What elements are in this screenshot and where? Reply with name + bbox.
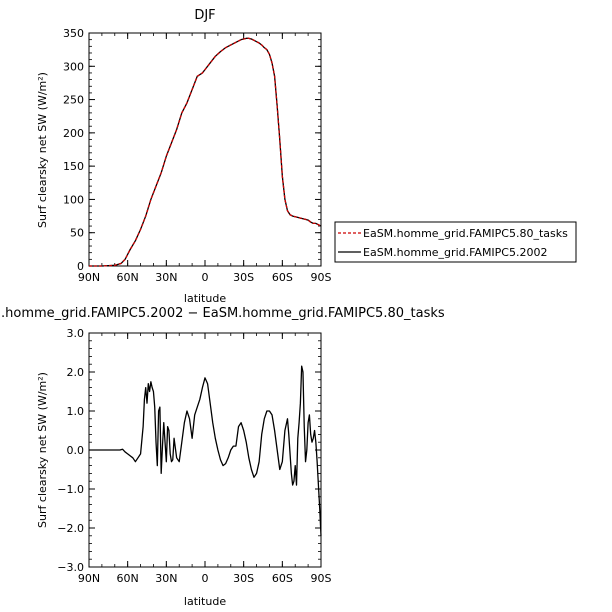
top-y-tick-label: 300: [63, 60, 84, 73]
bottom-y-axis-label: Surf clearsky net SW (W/m²): [36, 372, 49, 528]
top-axis-ticks: 90N 60N 30N 0 30S 60S 90S 0 50 100 150 200 250 300 350: [63, 27, 332, 284]
bottom-chart-title: EaSM.homme_grid.FAMIPC5.2002 − EaSM.homm…: [0, 306, 445, 321]
bottom-x-tick-label: 60S: [272, 572, 293, 585]
top-panel: DJF 90N 60N 30N 0 30S 60S 90S 0 50 100 150 200 250 30…: [36, 8, 577, 305]
bottom-y-tick-label: 2.0: [67, 366, 85, 379]
bottom-y-tick-label: 3.0: [67, 327, 85, 340]
top-series-line-2: [89, 37, 322, 267]
top-x-axis-label: latitude: [184, 292, 226, 305]
bottom-y-tick-label: −3.0: [57, 561, 84, 574]
top-y-axis-label: Surf clearsky net SW (W/m²): [36, 72, 49, 228]
bottom-series-line-1: [89, 365, 322, 536]
bottom-y-tick-label: −2.0: [57, 522, 84, 535]
top-legend: EaSM.homme_grid.FAMIPC5.80_tasks EaSM.ho…: [334, 221, 577, 263]
bottom-x-tick-label: 30S: [233, 572, 254, 585]
bottom-x-axis-label: latitude: [184, 595, 226, 608]
top-x-tick-label: 0: [202, 271, 209, 284]
top-y-tick-label: 0: [77, 260, 84, 273]
bottom-x-tick-label: 90S: [311, 572, 332, 585]
top-y-tick-label: 200: [63, 127, 84, 140]
top-y-tick-label: 100: [63, 193, 84, 206]
top-y-tick-label: 250: [63, 94, 84, 107]
bottom-y-tick-label: 1.0: [67, 405, 85, 418]
top-series-group: [89, 37, 322, 267]
top-x-tick-label: 30S: [233, 271, 254, 284]
bottom-x-tick-label: 30N: [155, 572, 177, 585]
top-y-tick-label: 50: [70, 227, 84, 240]
bottom-y-tick-label: 0.0: [67, 444, 85, 457]
legend-label-1: EaSM.homme_grid.FAMIPC5.80_tasks: [363, 227, 568, 240]
bottom-x-tick-label: 60N: [117, 572, 139, 585]
top-x-tick-label: 90N: [78, 271, 100, 284]
top-plot-frame: [88, 32, 322, 267]
top-chart-title: DJF: [194, 8, 215, 23]
legend-label-2: EaSM.homme_grid.FAMIPC5.2002: [363, 246, 547, 259]
top-y-tick-label: 150: [63, 160, 84, 173]
top-series-line-1: [89, 37, 322, 267]
bottom-x-tick-label: 90N: [78, 572, 100, 585]
top-y-tick-label: 350: [63, 27, 84, 40]
top-x-tick-label: 60S: [272, 271, 293, 284]
top-x-tick-label: 30N: [155, 271, 177, 284]
top-x-tick-label: 90S: [311, 271, 332, 284]
bottom-x-tick-label: 0: [202, 572, 209, 585]
top-x-tick-label: 60N: [117, 271, 139, 284]
bottom-axis-ticks: 90N 60N 30N 0 30S 60S 90S −3.0 −2.0 −1.0 0.0 1.0 2.0…: [57, 327, 331, 585]
bottom-y-tick-label: −1.0: [57, 483, 84, 496]
legend-box: [334, 221, 577, 263]
bottom-series-group: [89, 365, 322, 536]
bottom-panel: EaSM.homme_grid.FAMIPC5.2002 − EaSM.homm…: [0, 306, 445, 608]
